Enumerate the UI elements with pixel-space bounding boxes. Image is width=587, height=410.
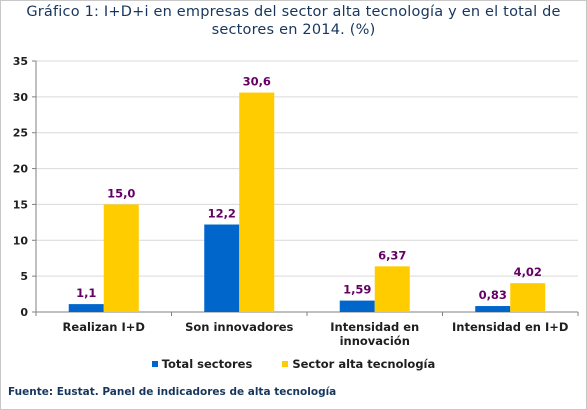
legend-label-alta: Sector alta tecnología (292, 357, 436, 371)
legend-swatch-alta (282, 361, 289, 367)
legend-item-alta: Sector alta tecnología (282, 357, 435, 371)
category-label: Intensidad en I+D (452, 320, 568, 334)
data-label: 1,59 (343, 283, 371, 297)
bar-alta (239, 92, 275, 312)
data-label: 12,2 (208, 207, 236, 221)
bar-alta (103, 204, 139, 312)
y-tick-label: 5 (20, 270, 28, 283)
y-tick-label: 0 (20, 306, 28, 319)
y-tick-label: 15 (13, 198, 28, 211)
category-label: Intensidad en (330, 320, 419, 334)
data-label: 6,37 (378, 248, 406, 262)
chart-title-line-1: Gráfico 1: I+D+i en empresas del sector … (26, 4, 561, 20)
data-label: 30,6 (243, 75, 271, 89)
bar-total (339, 300, 375, 312)
bar-alta (374, 266, 410, 312)
legend: Total sectores Sector alta tecnología (0, 356, 587, 371)
bar-alta (510, 283, 546, 312)
chart-title: Gráfico 1: I+D+i en empresas del sector … (0, 3, 587, 39)
legend-label-total: Total sectores (161, 357, 253, 371)
category-label: innovación (340, 334, 410, 348)
source-note: Fuente: Eustat. Panel de indicadores de … (8, 386, 337, 398)
data-label: 15,0 (107, 186, 135, 200)
chart-title-line-2: sectores en 2014. (%) (211, 22, 376, 38)
category-label: Realizan I+D (63, 320, 145, 334)
y-tick-label: 10 (13, 234, 29, 247)
y-tick-label: 25 (13, 127, 28, 140)
bar-total (204, 224, 240, 312)
data-label: 0,83 (479, 288, 507, 302)
data-label: 4,02 (514, 265, 542, 279)
y-tick-label: 30 (13, 91, 29, 104)
bar-total (475, 306, 511, 312)
category-label: Son innovadores (185, 320, 293, 334)
legend-swatch-total (151, 361, 158, 367)
bar-total (68, 304, 104, 312)
y-tick-label: 20 (13, 163, 29, 176)
data-label: 1,1 (76, 286, 96, 300)
y-tick-label: 35 (13, 55, 28, 68)
legend-item-total: Total sectores (151, 357, 253, 371)
